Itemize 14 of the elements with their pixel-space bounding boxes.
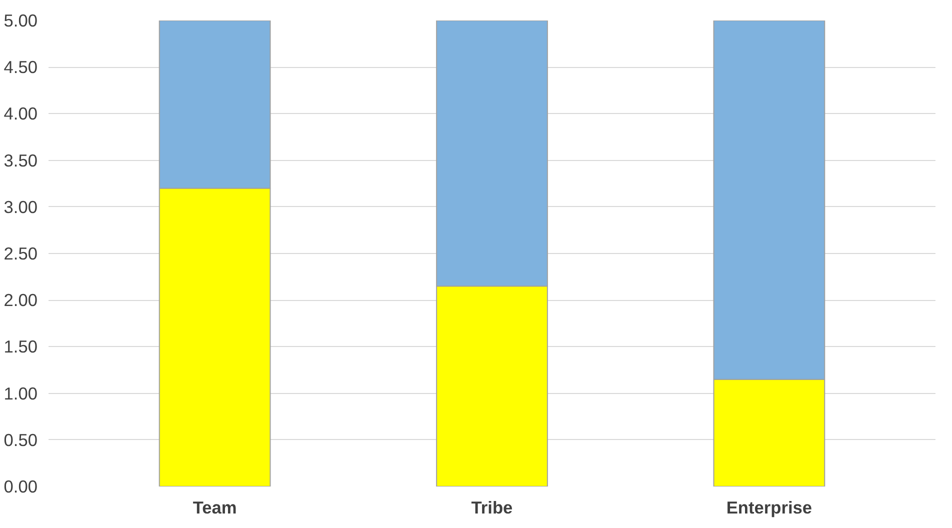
x-tick-label: Team [192, 498, 237, 518]
y-tick-label: 1.00 [4, 383, 38, 404]
y-tick-label: 4.00 [4, 104, 38, 124]
x-tick-label: Tribe [471, 498, 514, 518]
y-tick-label: 2.00 [4, 290, 38, 310]
y-tick-label: 2.50 [4, 244, 38, 264]
y-tick-label: 0.50 [4, 430, 38, 450]
y-tick-label: 3.00 [4, 196, 38, 217]
y-tick-label: 3.50 [4, 150, 38, 170]
y-tick-label: 4.50 [4, 57, 38, 78]
y-tick-label: 5.00 [4, 10, 38, 30]
y-tick-label: 1.50 [4, 336, 38, 357]
x-tick-label: Enterprise [726, 498, 812, 518]
y-tick-label: 0.00 [4, 476, 38, 496]
